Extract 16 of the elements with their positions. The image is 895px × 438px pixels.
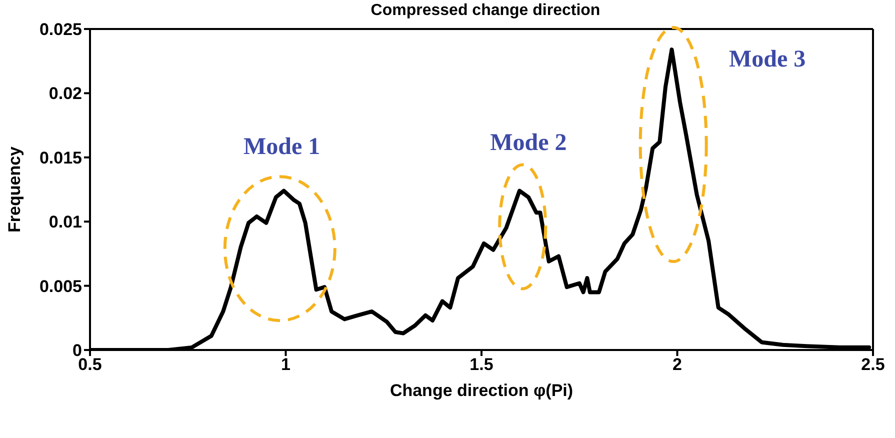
- annotation: Mode 1: [244, 134, 320, 160]
- y-tick-label: 0.015: [39, 148, 82, 168]
- y-tick-label: 0.02: [48, 84, 82, 104]
- y-axis-title: Frequency: [5, 146, 24, 232]
- x-tick-label: 1.5: [470, 355, 494, 374]
- annotation: Mode 3: [728, 46, 806, 73]
- annotation: Mode 2: [490, 130, 567, 156]
- x-tick-label: 2.5: [861, 355, 885, 374]
- x-tick-label: 2: [672, 355, 682, 374]
- y-tick-label: 0.025: [39, 20, 82, 40]
- y-tick-label: 0.005: [39, 276, 82, 296]
- x-axis-title: Change direction φ(Pi): [390, 381, 574, 400]
- chart-title: Compressed change direction: [370, 2, 602, 20]
- y-tick-label: 0.01: [48, 212, 82, 232]
- x-tick-label: 0.5: [78, 355, 102, 374]
- x-tick-label: 1: [281, 355, 290, 374]
